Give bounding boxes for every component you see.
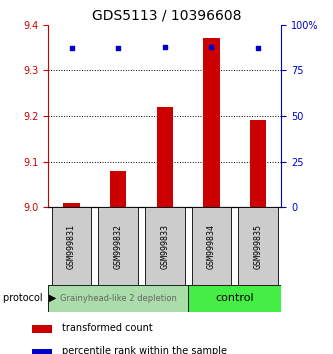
Bar [250,120,266,207]
Text: GSM999831: GSM999831 [67,223,76,269]
Text: percentile rank within the sample: percentile rank within the sample [62,346,226,354]
Point [209,44,214,50]
Bar [238,207,278,285]
Bar [145,207,184,285]
Bar [99,207,138,285]
Bar [63,202,80,207]
Bar [32,325,52,332]
Bar [157,107,173,207]
Text: transformed count: transformed count [62,323,153,333]
Text: GSM999832: GSM999832 [114,223,123,269]
Bar [48,285,188,312]
Bar [52,207,91,285]
Point [162,44,167,50]
Point [69,46,74,51]
Point [255,46,261,51]
Text: GSM999834: GSM999834 [207,223,216,269]
Text: protocol  ▶: protocol ▶ [3,293,57,303]
Bar [32,349,52,354]
Bar [188,285,281,312]
Bar [203,39,220,207]
Point [116,46,121,51]
Text: GDS5113 / 10396608: GDS5113 / 10396608 [92,9,241,23]
Text: control: control [215,293,254,303]
Bar [192,207,231,285]
Text: Grainyhead-like 2 depletion: Grainyhead-like 2 depletion [60,294,176,303]
Text: GSM999833: GSM999833 [160,223,169,269]
Text: GSM999835: GSM999835 [253,223,263,269]
Bar [110,171,126,207]
